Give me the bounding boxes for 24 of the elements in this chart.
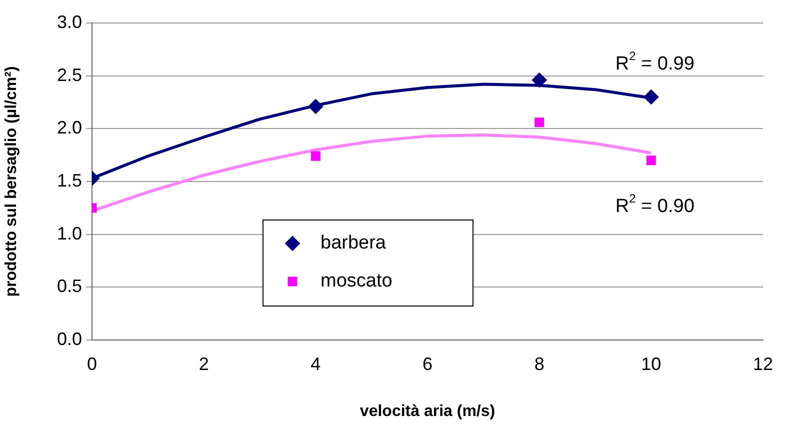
x-tick-label: 8: [534, 354, 544, 374]
point: [532, 72, 547, 88]
x-axis-title: velocità aria (m/s): [360, 402, 496, 420]
y-tick-label: 1.0: [56, 223, 82, 244]
point: [310, 151, 320, 161]
x-tick-label: 6: [422, 354, 433, 374]
x-tick-label: 12: [752, 354, 774, 374]
y-tick-label: 2.0: [56, 118, 82, 138]
x-tick-label: 4: [310, 354, 321, 374]
point: [534, 118, 544, 128]
y-tick-label: 1.5: [56, 170, 82, 190]
x-tick-label: 10: [641, 354, 662, 374]
y-tick-label: 0.0: [56, 328, 82, 349]
legend-label: barbera: [320, 232, 386, 254]
point: [308, 98, 324, 114]
point: [646, 156, 656, 166]
y-tick-label: 0.5: [56, 276, 82, 296]
point: [644, 89, 659, 104]
y-tick-label: 2.5: [56, 64, 82, 85]
legend-label: moscato: [320, 270, 392, 292]
x-tick-label: 2: [198, 354, 209, 374]
y-axis-title: prodotto sul bersaglio (µl/cm²): [3, 66, 20, 297]
x-tick-label: 0: [86, 354, 98, 374]
y-tick-label: 3.0: [56, 12, 82, 32]
